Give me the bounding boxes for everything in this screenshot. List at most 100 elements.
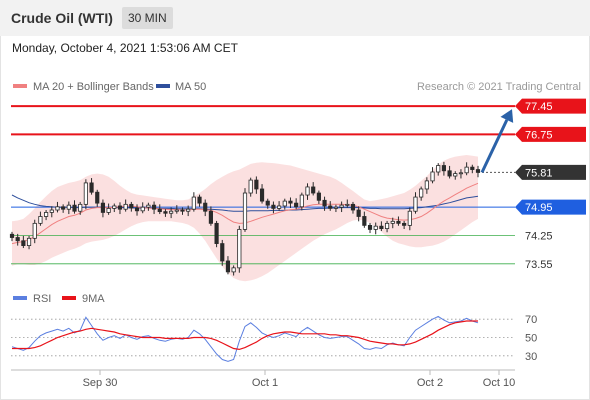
x-tick-label: Oct 10 bbox=[483, 377, 515, 389]
candle-body bbox=[61, 206, 66, 210]
candle-body bbox=[214, 222, 219, 244]
x-tick-label: Oct 2 bbox=[417, 377, 443, 389]
candle-body bbox=[407, 210, 412, 226]
candle-body bbox=[95, 191, 100, 204]
level-tag-76.75 bbox=[515, 126, 586, 142]
level-tag-77.45 bbox=[515, 98, 586, 114]
level-label-74.95: 74.95 bbox=[525, 202, 553, 214]
level-label-75.81: 75.81 bbox=[525, 167, 553, 179]
candle-body bbox=[464, 166, 469, 174]
candle-body bbox=[237, 229, 242, 269]
candle-body bbox=[55, 206, 60, 211]
level-tag-74.95 bbox=[515, 199, 586, 215]
candle-body bbox=[151, 204, 157, 210]
candle-body bbox=[169, 210, 174, 214]
candle-body bbox=[316, 192, 321, 201]
rsi-panel: 70 50 30 bbox=[11, 314, 537, 363]
candle-body bbox=[458, 172, 464, 175]
candle-body bbox=[419, 188, 424, 198]
candle-body bbox=[197, 196, 202, 204]
candle-body bbox=[413, 196, 418, 212]
candle-body bbox=[345, 203, 350, 206]
candle-body bbox=[9, 233, 15, 238]
candle-body bbox=[294, 202, 299, 208]
candle-body bbox=[470, 166, 475, 170]
candle-body bbox=[402, 222, 407, 226]
candle-body bbox=[163, 211, 168, 214]
candle-body bbox=[299, 194, 304, 208]
candle-body bbox=[271, 204, 276, 209]
chart-datetime: Monday, October 4, 2021 1:53:06 AM CET bbox=[12, 41, 238, 55]
candle-body bbox=[322, 199, 327, 207]
level-label-73.55: 73.55 bbox=[525, 259, 553, 271]
candle-body bbox=[117, 205, 123, 210]
candle-body bbox=[265, 200, 270, 206]
candle-body bbox=[475, 169, 481, 173]
legend-label-ma50: MA 50 bbox=[175, 81, 206, 93]
candle-body bbox=[38, 216, 43, 224]
candle-body bbox=[254, 179, 259, 190]
candle-body bbox=[15, 237, 20, 242]
chart-header: Crude Oil (WTI) 30 MIN bbox=[0, 0, 590, 36]
candle-body bbox=[49, 209, 54, 213]
legend-label-rsi-ma: 9MA bbox=[82, 293, 105, 305]
rsi-tick-30: 30 bbox=[525, 351, 537, 363]
candle-body bbox=[356, 209, 361, 217]
candle-body bbox=[277, 205, 282, 209]
candle-body bbox=[430, 171, 435, 182]
x-tick-label: Oct 1 bbox=[252, 377, 278, 389]
candle-body bbox=[259, 188, 265, 202]
candle-body bbox=[396, 220, 401, 224]
candle-body bbox=[180, 209, 185, 212]
interval-badge[interactable]: 30 MIN bbox=[122, 7, 173, 29]
legend-swatch-rsi-ma bbox=[62, 296, 76, 300]
rsi-tick-70: 70 bbox=[525, 314, 537, 326]
candle-body bbox=[288, 200, 293, 204]
candle-body bbox=[441, 165, 446, 172]
candle-body bbox=[32, 222, 37, 239]
candle-body bbox=[373, 225, 378, 230]
candle-body bbox=[220, 243, 225, 262]
x-tick-label: Sep 30 bbox=[83, 377, 118, 389]
legend-swatch-ma20 bbox=[13, 84, 27, 88]
candle-body bbox=[157, 208, 162, 213]
candle-body bbox=[311, 186, 316, 194]
level-label-77.45: 77.45 bbox=[525, 101, 553, 113]
candle-body bbox=[208, 210, 213, 224]
candle-body bbox=[83, 182, 88, 205]
price-panel: 77.45 76.75 75.81 74.95 74.25 73.55 bbox=[9, 98, 586, 282]
rsi-line bbox=[11, 315, 479, 362]
candle-body bbox=[106, 207, 111, 213]
candle-body bbox=[390, 220, 395, 224]
candle-body bbox=[339, 204, 344, 208]
candle-body bbox=[140, 206, 145, 212]
legend-swatch-rsi bbox=[13, 296, 27, 300]
candle-body bbox=[379, 225, 384, 230]
candle-body bbox=[89, 182, 94, 193]
candle-body bbox=[100, 202, 106, 213]
candle-body bbox=[424, 180, 429, 190]
legend-label-ma20: MA 20 + Bollinger Bands bbox=[33, 81, 154, 93]
candle-body bbox=[123, 203, 128, 210]
candle-body bbox=[282, 200, 287, 207]
candle-body bbox=[129, 203, 134, 209]
candle-body bbox=[174, 209, 179, 212]
legend-swatch-ma50 bbox=[156, 84, 170, 88]
candle-body bbox=[453, 173, 458, 177]
x-axis: Sep 30 Oct 1 Oct 2 Oct 10 bbox=[83, 370, 515, 389]
candle-body bbox=[362, 216, 367, 226]
level-tag-75.81 bbox=[515, 164, 586, 180]
candle-body bbox=[72, 204, 77, 212]
candle-body bbox=[21, 240, 26, 247]
candle-body bbox=[447, 170, 452, 177]
projection-arrow-shaft bbox=[480, 119, 509, 174]
candle-body bbox=[191, 196, 196, 210]
candle-body bbox=[248, 179, 253, 194]
projection-arrow-head bbox=[500, 109, 514, 123]
candle-body bbox=[328, 205, 333, 209]
candle-body bbox=[134, 207, 140, 212]
candle-body bbox=[146, 204, 151, 208]
instrument-title: Crude Oil (WTI) bbox=[11, 10, 113, 26]
candle-body bbox=[367, 224, 373, 230]
